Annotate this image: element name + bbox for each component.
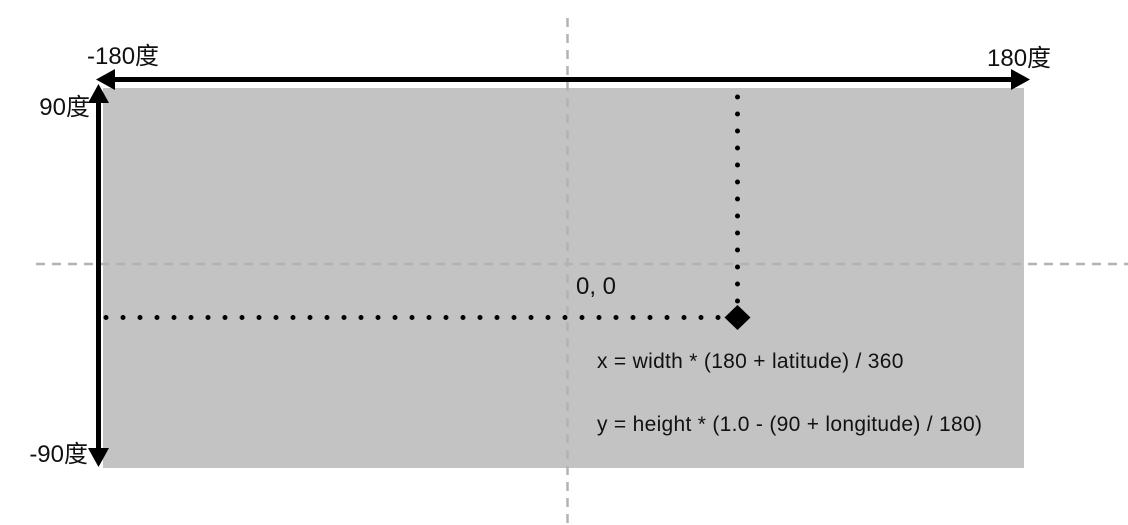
axis-label-longitude-max: 180度 (987, 45, 1052, 72)
point-marker-diamond-icon (724, 305, 751, 330)
formula-y: y = height * (1.0 - (90 + longitude) / 1… (597, 413, 983, 436)
formula-x: x = width * (180 + latitude) / 360 (597, 350, 904, 373)
axis-label-longitude-min: -180度 (87, 43, 160, 70)
origin-coordinates-label: 0, 0 (576, 273, 617, 300)
longitude-axis-right-arrow-icon (1011, 69, 1030, 90)
latitude-axis-up-arrow-icon (88, 84, 109, 103)
axis-label-latitude-min: -90度 (29, 441, 88, 468)
longitude-axis-left-arrow-icon (96, 69, 115, 90)
latitude-axis-down-arrow-icon (88, 448, 109, 467)
map-area-rect (103, 88, 1024, 468)
axis-label-latitude-max: 90度 (39, 94, 90, 121)
